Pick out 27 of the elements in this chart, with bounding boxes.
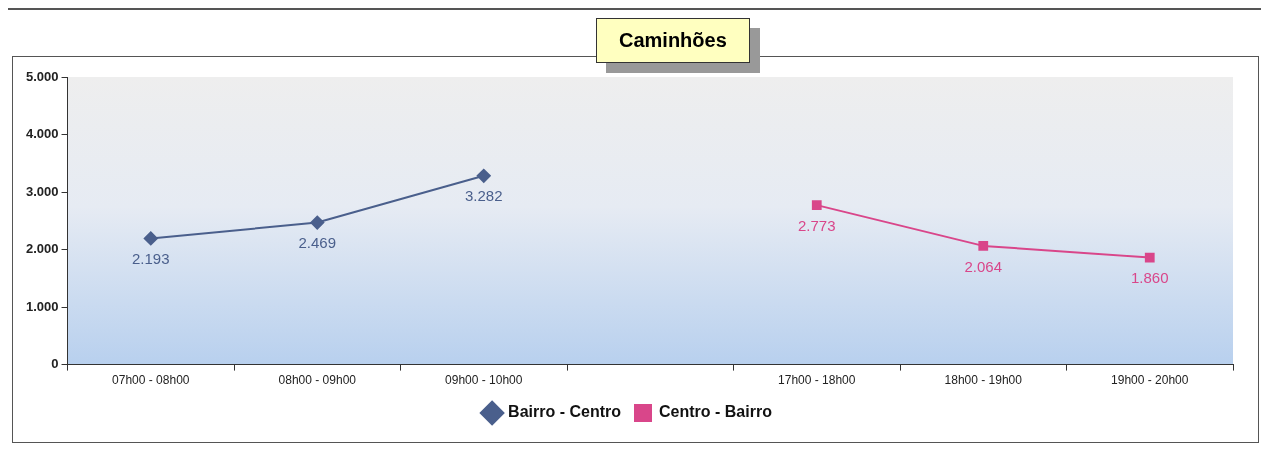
y-tick-label: 0	[51, 356, 59, 372]
point	[476, 168, 491, 183]
point	[978, 240, 989, 251]
y-tick-label: 3.000	[25, 183, 59, 199]
x-tick-label: 08h00 - 09h00	[278, 373, 357, 388]
x-tick-label: 17h00 - 18h00	[778, 373, 856, 388]
x-tick-label: 09h00 - 10h00	[445, 373, 523, 388]
y-tick-label: 1.000	[25, 298, 59, 314]
y-tick-label: 4.000	[25, 126, 59, 142]
x-tick-label: 18h00 - 19h00	[944, 373, 1023, 388]
chart-title: Caminhões	[596, 18, 750, 63]
point	[811, 200, 822, 210]
data-label: 2.469	[298, 234, 337, 252]
legend-label: Centro - Bairro	[659, 403, 773, 421]
point	[143, 231, 158, 246]
point	[1144, 252, 1155, 263]
legend-label: Bairro - Centro	[508, 403, 622, 421]
y-tick-label: 2.000	[25, 241, 59, 257]
data-label: 3.282	[465, 187, 503, 205]
data-label: 2.064	[964, 257, 1003, 275]
data-label: 1.860	[1130, 269, 1169, 287]
point	[310, 215, 325, 230]
y-tick-label: 5.000	[25, 68, 59, 84]
data-label: 2.773	[797, 216, 836, 234]
data-label: 2.193	[132, 250, 170, 268]
x-tick-label: 19h00 - 20h00	[1111, 373, 1189, 388]
x-tick-label: 07h00 - 08h00	[112, 373, 190, 388]
